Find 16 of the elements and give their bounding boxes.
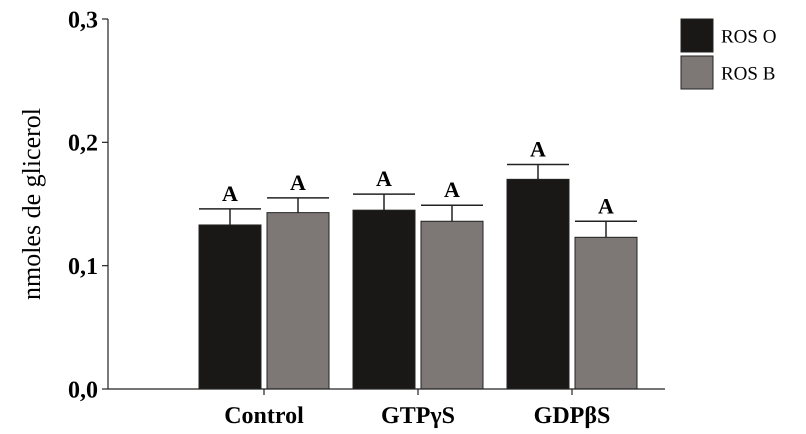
annotation: A	[444, 177, 460, 202]
legend-label: ROS O	[721, 26, 776, 48]
annotation: A	[290, 170, 306, 195]
y-axis-title: nmoles de glicerol	[17, 108, 46, 300]
x-tick-label: GDPβS	[534, 403, 610, 429]
y-tick-label: 0,3	[68, 7, 98, 34]
y-tick-label: 0,2	[68, 130, 98, 157]
annotation: A	[222, 180, 238, 206]
x-tick-label: GTPγS	[381, 403, 455, 429]
annotation: A	[530, 136, 546, 162]
annotation: A	[598, 193, 614, 218]
legend-label: ROS B	[721, 64, 776, 85]
x-tick-label: Control	[224, 403, 304, 429]
y-tick-label: 0,0	[68, 377, 98, 404]
annotation: A	[376, 166, 392, 192]
y-tick-label: 0,1	[68, 254, 98, 280]
